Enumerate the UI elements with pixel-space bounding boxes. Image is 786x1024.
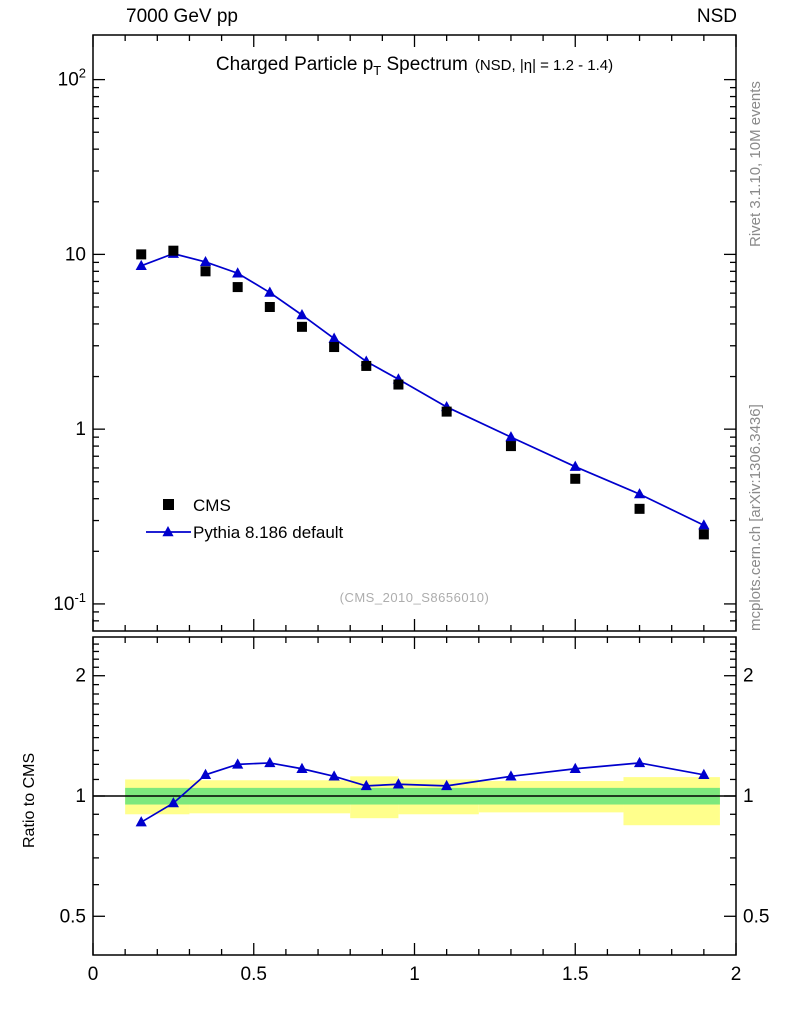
mcplots-arxiv-note: mcplots.cern.ch [arXiv:1306.3436] bbox=[747, 404, 764, 631]
triangle-marker bbox=[633, 488, 646, 499]
triangle-marker bbox=[392, 778, 405, 789]
ratio-tick-label-right: 2 bbox=[743, 666, 754, 687]
triangle-marker bbox=[199, 255, 212, 267]
triangle-marker bbox=[167, 797, 179, 808]
triangle-marker bbox=[633, 756, 646, 768]
cms-data-marker bbox=[200, 266, 211, 277]
triangle-marker bbox=[199, 768, 212, 779]
legend-label-cms: CMS bbox=[193, 496, 231, 515]
triangle-marker bbox=[441, 779, 453, 791]
ratio-axis-title: Ratio to CMS bbox=[21, 753, 38, 848]
cms-data-marker bbox=[441, 406, 452, 417]
cms-data-marker bbox=[505, 441, 516, 452]
triangle-marker bbox=[135, 816, 147, 827]
cms-data-marker bbox=[329, 342, 340, 353]
ratio-tick-label-left: 0.5 bbox=[60, 906, 86, 927]
triangle-marker bbox=[232, 267, 244, 278]
title-main: Charged Particle p bbox=[215, 54, 374, 75]
triangle-marker bbox=[296, 308, 308, 320]
triangle-marker bbox=[698, 768, 710, 779]
y-tick-label: 1 bbox=[75, 419, 86, 440]
x-tick-label: 1.5 bbox=[562, 964, 588, 985]
triangle-marker bbox=[328, 770, 340, 781]
rivet-version-note: Rivet 3.1.10, 10M events bbox=[747, 81, 764, 247]
y-tick-label: 10-1 bbox=[53, 590, 86, 615]
triangle-marker bbox=[135, 259, 147, 271]
beam-energy-label: 7000 GeV pp bbox=[126, 6, 238, 27]
legend-label-pythia: Pythia 8.186 default bbox=[193, 523, 344, 542]
ratio-tick-label-right: 1 bbox=[743, 786, 754, 807]
y-tick-label: 10 bbox=[65, 244, 86, 265]
triangle-marker bbox=[360, 779, 372, 791]
ratio-tick-label-right: 0.5 bbox=[743, 906, 769, 927]
x-tick-label: 1 bbox=[409, 964, 420, 985]
ratio-tick-label-left: 2 bbox=[75, 666, 86, 687]
cms-data-marker bbox=[296, 321, 307, 332]
title-suffix: (NSD, |η| = 1.2 - 1.4) bbox=[474, 57, 614, 74]
x-tick-label: 0.5 bbox=[241, 964, 267, 985]
cms-data-marker bbox=[361, 360, 372, 371]
cms-data-marker bbox=[168, 245, 179, 256]
pythia-curve bbox=[140, 252, 705, 527]
triangle-marker bbox=[698, 519, 710, 530]
title-part2: Spectrum bbox=[381, 54, 468, 75]
ratio-tick-label-left: 1 bbox=[75, 786, 86, 807]
title-subscript: T bbox=[373, 62, 382, 78]
cms-data-marker bbox=[634, 503, 645, 514]
panel-frame bbox=[92, 34, 737, 632]
chart-layer: 102 10 1 10-1 2 2 1 1 0.5 0.5 0 0.5 1 1.5 2 bbox=[53, 34, 769, 985]
legend-cms-marker bbox=[163, 499, 174, 510]
panel-frame bbox=[92, 636, 737, 956]
triangle-marker bbox=[569, 460, 581, 471]
cms-data-marker bbox=[264, 301, 275, 312]
event-class-label: NSD bbox=[696, 6, 737, 27]
triangle-marker bbox=[328, 332, 340, 343]
plot-title: Charged Particle pT Spectrum (NSD, |η| = … bbox=[93, 54, 736, 78]
triangle-marker bbox=[505, 770, 517, 781]
triangle-marker bbox=[264, 286, 276, 297]
cms-data-marker bbox=[698, 529, 709, 540]
triangle-marker bbox=[232, 758, 244, 769]
x-tick-label: 2 bbox=[731, 964, 742, 985]
analysis-id-watermark: (CMS_2010_S8656010) bbox=[339, 590, 490, 605]
cms-data-marker bbox=[136, 249, 147, 260]
triangle-marker bbox=[162, 526, 174, 537]
cms-data-marker bbox=[570, 473, 581, 484]
cms-data-marker bbox=[393, 379, 404, 390]
x-tick-label: 0 bbox=[88, 964, 99, 985]
triangle-marker bbox=[569, 762, 581, 773]
triangle-marker bbox=[505, 431, 517, 442]
y-tick-label: 102 bbox=[58, 66, 86, 91]
cms-data-marker bbox=[232, 282, 243, 293]
ratio-curve bbox=[140, 762, 705, 823]
triangle-marker bbox=[296, 762, 308, 773]
triangle-marker bbox=[264, 756, 276, 768]
